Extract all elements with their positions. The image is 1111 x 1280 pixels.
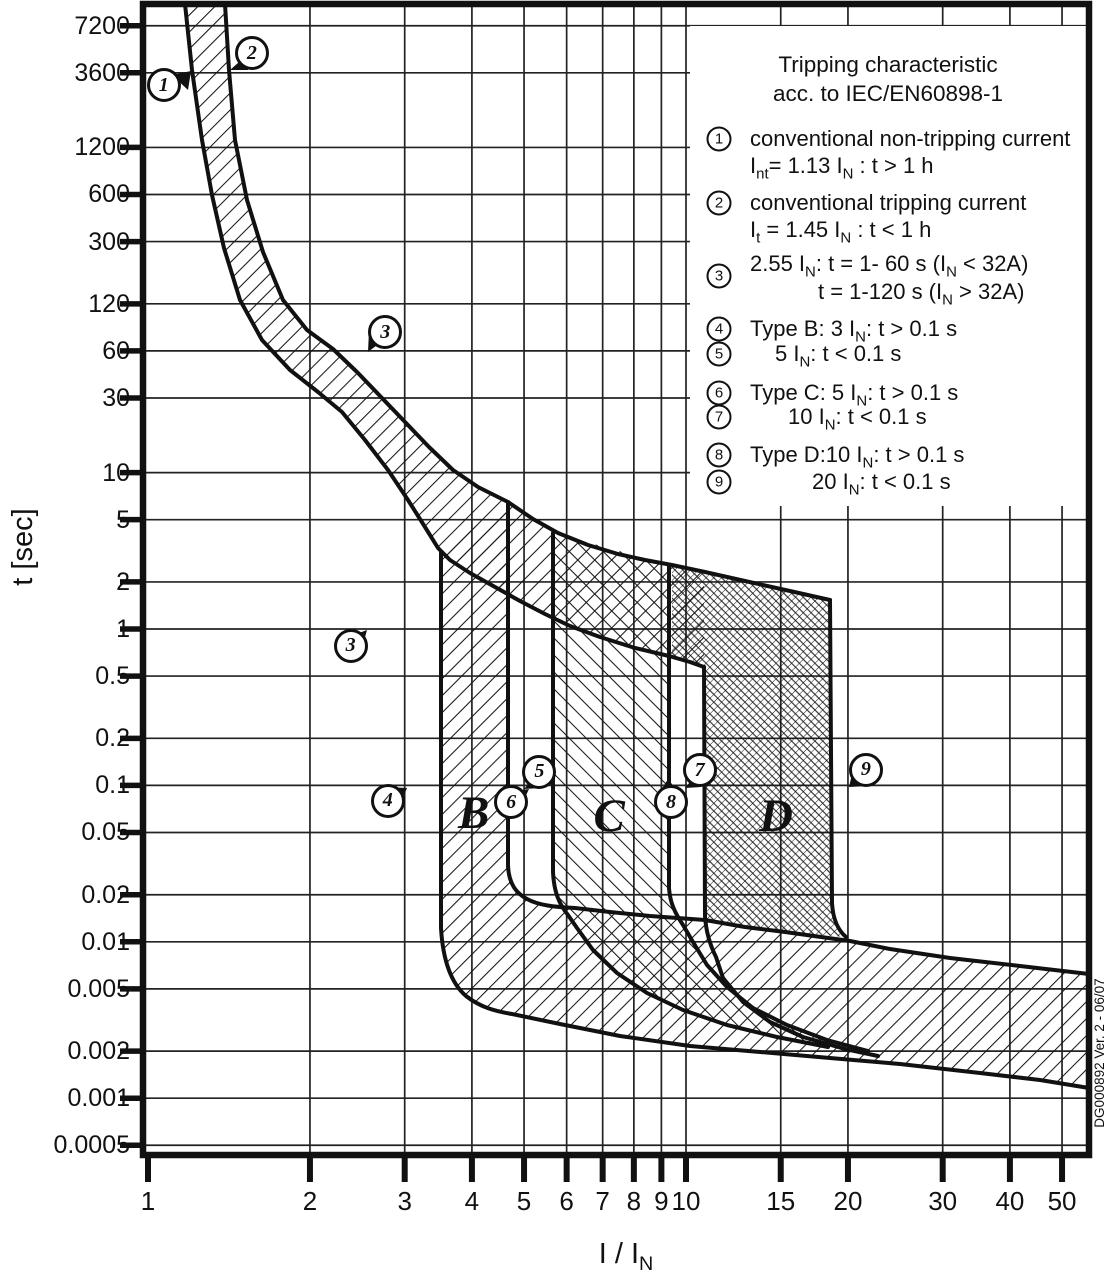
callout-3: 3: [368, 315, 403, 350]
x-tick-label: 5: [516, 1186, 532, 1216]
thermal-upper-curve: [223, 2, 832, 602]
band-letter-C: C: [593, 790, 625, 843]
x-tick-label: 40: [995, 1186, 1025, 1216]
legend-number-3: 3: [706, 263, 732, 289]
x-tick-label: 1: [140, 1186, 156, 1216]
x-tick-label: 15: [766, 1186, 796, 1216]
legend-title-line1: Tripping characteristic: [778, 52, 998, 77]
legend-text: Type C: 5 IN: t > 0.1 s: [750, 380, 959, 410]
callout-4: 4: [370, 783, 405, 818]
x-tick-label: 4: [464, 1186, 480, 1216]
y-tick-label: 5: [116, 505, 130, 534]
type-d-upper-edge: [828, 598, 848, 939]
legend-number-8: 8: [706, 442, 732, 468]
legend-text: 10 IN: t < 0.1 s: [788, 404, 927, 434]
callout-8: 8: [654, 785, 689, 820]
document-number: DG000892 Ver. 2 - 06/07: [1092, 978, 1107, 1128]
y-tick-label: 0.5: [95, 662, 130, 691]
legend-number-1: 1: [706, 126, 732, 152]
y-tick-label: 0.01: [81, 927, 130, 956]
band-letter-B: B: [457, 786, 490, 839]
y-tick-label: 600: [88, 180, 130, 209]
y-tick-label: 120: [88, 289, 130, 318]
legend-text: conventional tripping current: [750, 190, 1027, 215]
legend-title-line2: acc. to IEC/EN60898-1: [772, 81, 1004, 106]
y-tick-label: 300: [88, 227, 130, 256]
legend-number-7: 7: [706, 404, 732, 430]
type-c-band-fill: [553, 533, 868, 1051]
legend-background: [690, 26, 1086, 506]
axis-ticks: [120, 22, 1066, 1182]
x-tick-label: 30: [928, 1186, 958, 1216]
y-tick-label: 0.2: [95, 724, 130, 753]
y-axis-title: t [sec]: [7, 508, 39, 586]
x-tick-label: 6: [559, 1186, 574, 1216]
type-b-upper-edge: [506, 500, 1091, 976]
x-tick-label: 3: [397, 1186, 412, 1216]
legend-text: 20 IN: t < 0.1 s: [812, 469, 951, 499]
callout-5: 5: [522, 754, 557, 789]
band-letter-D: D: [759, 790, 793, 843]
callout-6: 6: [494, 785, 529, 820]
x-tick-label: 8: [626, 1186, 642, 1216]
x-tick-label: 9: [654, 1186, 669, 1216]
legend-text: Type D:10 IN: t > 0.1 s: [750, 442, 965, 472]
callout-9: 9: [848, 752, 883, 787]
y-tick-label: 3600: [74, 58, 130, 87]
legend-text: 2.55 IN: t = 1- 60 s (IN < 32A): [750, 251, 1029, 281]
legend-number-9: 9: [706, 469, 732, 495]
type-d-lower-edge: [702, 665, 880, 1058]
y-tick-label: 0.02: [81, 880, 130, 909]
legend-text: 5 IN: t < 0.1 s: [775, 341, 902, 371]
x-axis-title: I / IN: [598, 1238, 654, 1275]
type-d-band-fill: [672, 565, 845, 937]
y-tick-label: 0.1: [95, 771, 130, 800]
legend-text: t = 1-120 s (IN > 32A): [818, 279, 1025, 309]
y-tick-label: 0.002: [67, 1037, 130, 1066]
y-tick-label: 0.05: [81, 818, 130, 847]
type-b-lower-edge: [439, 551, 1091, 1090]
x-tick-label: 50: [1047, 1186, 1077, 1216]
legend-number-4: 4: [706, 316, 732, 342]
y-tick-label: 0.005: [67, 974, 130, 1003]
x-tick-label: 2: [302, 1186, 318, 1216]
legend-text: Type B: 3 IN: t > 0.1 s: [750, 316, 958, 346]
callout-1: 1: [146, 68, 181, 103]
y-tick-label: 0.001: [67, 1084, 130, 1113]
y-tick-label: 0.0005: [53, 1131, 130, 1160]
callout-3: 3: [333, 628, 368, 663]
y-tick-label: 1200: [74, 133, 130, 162]
legend-number-6: 6: [706, 380, 732, 406]
y-tick-label: 30: [102, 383, 130, 412]
callout-2: 2: [234, 36, 269, 71]
x-tick-label: 7: [595, 1186, 610, 1216]
thermal-lower-curve: [183, 2, 706, 669]
legend-number-5: 5: [706, 341, 732, 367]
legend-text: It = 1.45 IN : t < 1 h: [750, 217, 932, 247]
legend-text: Int= 1.13 IN : t > 1 h: [750, 153, 934, 183]
legend-text: conventional non-tripping current: [750, 126, 1071, 151]
x-tick-label: 20: [833, 1186, 863, 1216]
y-tick-label: 7200: [74, 11, 130, 40]
legend-number-2: 2: [706, 190, 732, 216]
x-tick-label: 10: [671, 1186, 701, 1216]
y-tick-label: 10: [102, 458, 130, 487]
y-tick-label: 1: [116, 615, 130, 643]
callout-7: 7: [682, 753, 717, 788]
y-tick-label: 60: [102, 336, 130, 365]
type-c-lower-edge: [551, 531, 830, 1049]
y-tick-label: 2: [116, 567, 130, 596]
